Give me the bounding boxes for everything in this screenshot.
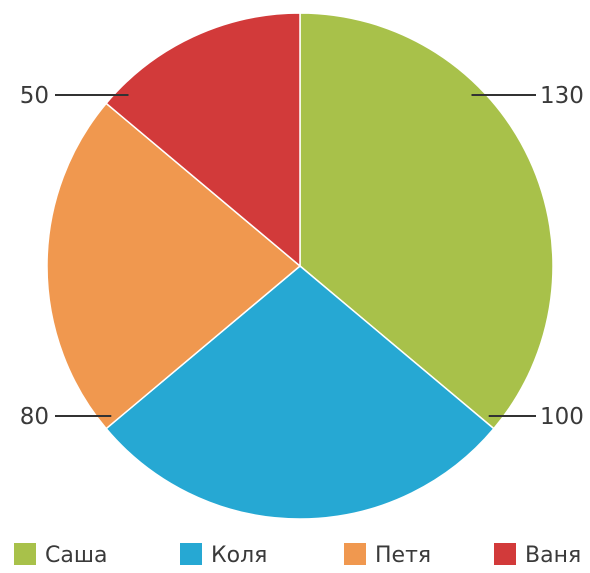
data-label-1: 130 [540, 83, 584, 109]
data-label-4: 50 [20, 83, 49, 109]
legend-label-1: Саша [45, 543, 107, 568]
legend-item-4: Ваня [494, 543, 581, 568]
legend-label-3: Петя [375, 543, 431, 568]
pie-slice-1 [299, 12, 554, 430]
legend-swatch-1 [14, 543, 36, 565]
legend-item-2: Коля [180, 543, 267, 568]
data-label-3: 80 [20, 404, 49, 430]
legend-swatch-2 [180, 543, 202, 565]
legend: Саша Коля Петя Ваня [14, 543, 581, 568]
pie-slice-2 [105, 265, 495, 520]
legend-item-1: Саша [14, 543, 107, 568]
pie-slice-3 [46, 102, 302, 430]
slices-layer [46, 12, 554, 520]
legend-swatch-4 [494, 543, 516, 565]
legend-item-3: Петя [344, 543, 431, 568]
data-labels-layer: 130 100 80 50 [20, 83, 584, 430]
data-label-2: 100 [540, 404, 584, 430]
pie-slice-4 [105, 12, 301, 268]
legend-label-2: Коля [211, 543, 267, 568]
legend-swatch-3 [344, 543, 366, 565]
legend-label-4: Ваня [525, 543, 581, 568]
